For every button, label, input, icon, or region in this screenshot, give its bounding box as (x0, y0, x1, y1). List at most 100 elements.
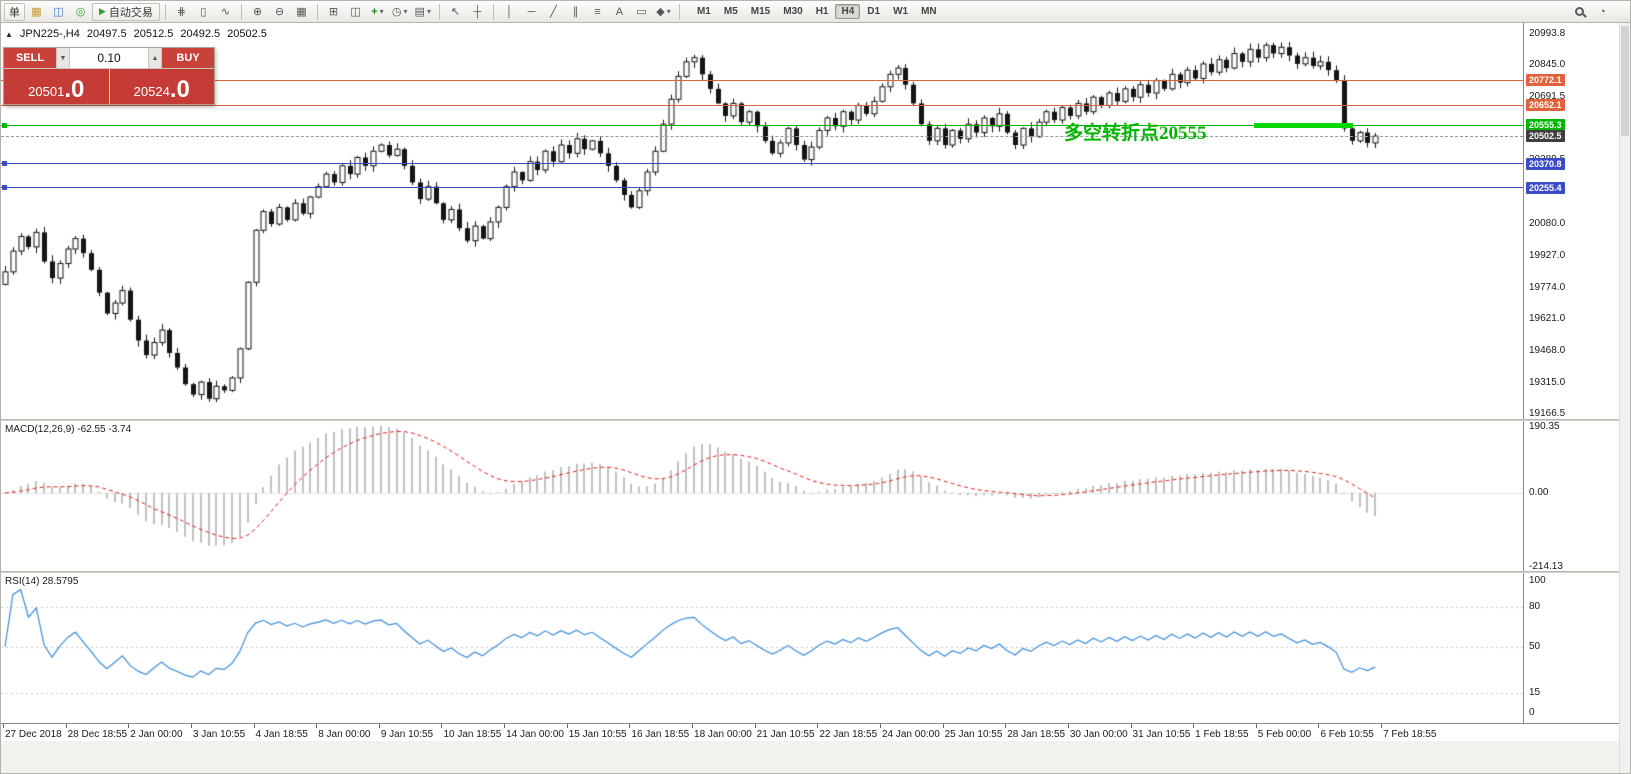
macd-canvas[interactable] (1, 421, 1523, 571)
buy-price-main: 20524 (133, 84, 170, 99)
time-axis-label: 3 Jan 10:55 (192, 729, 246, 740)
time-tick (3, 724, 4, 728)
tile-windows-icon[interactable]: ⊞ (328, 6, 339, 18)
zoom-out-icon[interactable]: ⊖ (274, 6, 285, 18)
periods-button[interactable]: ◷ ▾ (389, 3, 411, 21)
buy-price[interactable]: 20524.0 (108, 69, 214, 104)
timeframe-D1[interactable]: D1 (867, 6, 881, 17)
trendline-tool-icon[interactable]: ╱ (550, 6, 557, 18)
new-order-button[interactable]: 单 (4, 2, 25, 21)
bar-chart-icon[interactable]: ⋕ (176, 6, 187, 18)
text-label-tool-icon[interactable]: ▭ (636, 6, 647, 18)
autotrading-button[interactable]: ▶ 自动交易 (92, 2, 160, 21)
buy-price-pips: .0 (169, 76, 190, 103)
price-axis-label: 20845.0 (1529, 58, 1566, 70)
time-axis-label: 27 Dec 2018 (5, 729, 62, 740)
line-handle[interactable] (2, 185, 7, 191)
rsi-canvas[interactable] (1, 573, 1523, 723)
line-handle[interactable] (2, 122, 7, 128)
time-tick (1067, 724, 1069, 728)
horizontal-line-20555.3[interactable] (1, 124, 1523, 126)
zoom-in-icon[interactable]: ⊕ (252, 6, 263, 18)
horizontal-line-20772.1[interactable] (1, 79, 1523, 81)
toolbar-separator (316, 3, 318, 20)
time-axis-label: 1 Feb 18:55 (1195, 729, 1249, 740)
toolbar-separator (164, 3, 166, 20)
price-tag-20370.8: 20370.8 (1526, 157, 1565, 170)
time-tick (1255, 724, 1257, 728)
timeframe-MN[interactable]: MN (921, 6, 937, 17)
crosshair-icon[interactable]: ┼ (473, 5, 482, 18)
fibonacci-tool-icon[interactable]: ≡ (594, 5, 601, 18)
trend-annotation[interactable]: 多空转折点20555 (1064, 123, 1207, 144)
main-chart-panel: 多空转折点20555 20993.820845.020691.520543.02… (1, 23, 1630, 419)
community-icon[interactable]: ◔ (1599, 5, 1606, 18)
time-axis-label: 31 Jan 10:55 (1132, 729, 1191, 740)
toolbar-separator (492, 3, 494, 20)
quotes-icon[interactable]: ▦ (31, 6, 42, 18)
trend-segment-line[interactable] (1254, 122, 1353, 128)
data-window-icon[interactable]: ◫ (53, 6, 64, 18)
timeframe-W1[interactable]: W1 (893, 6, 909, 17)
line-chart-icon[interactable]: ∿ (220, 6, 231, 18)
time-tick (504, 724, 506, 728)
time-axis-label: 2 Jan 00:00 (130, 729, 183, 740)
cursor-icon[interactable]: ↖ (450, 6, 461, 18)
horizontal-line-20255.4[interactable] (1, 187, 1523, 189)
time-axis-label: 18 Jan 00:00 (694, 729, 752, 740)
time-tick (65, 724, 67, 728)
chevron-down-icon: ▾ (666, 7, 671, 16)
buy-button[interactable]: BUY (162, 48, 214, 68)
time-axis-label: 28 Jan 18:55 (1007, 729, 1066, 740)
timeframe-H4[interactable]: H4 (835, 4, 861, 19)
indicators-button[interactable]: + ▾ (367, 3, 388, 21)
vertical-scrollbar[interactable] (1619, 23, 1630, 773)
search-icon[interactable] (1575, 7, 1584, 16)
time-axis-label: 4 Jan 18:55 (255, 729, 308, 740)
time-axis-label: 8 Jan 00:00 (318, 729, 371, 740)
navigator-icon[interactable]: ◎ (75, 6, 86, 18)
cascade-windows-icon[interactable]: ◫ (350, 6, 361, 18)
time-axis-label: 9 Jan 10:55 (380, 729, 434, 740)
time-tick (817, 724, 819, 728)
price-axis[interactable]: 20993.820845.020691.520543.020389.520236… (1523, 23, 1621, 419)
grid-icon[interactable]: ▦ (296, 6, 307, 18)
volume-up-button[interactable]: ▲ (148, 48, 162, 68)
horizontal-line-20652.1[interactable] (1, 104, 1523, 106)
text-tool-icon[interactable]: A (615, 5, 624, 18)
shapes-tool-button[interactable]: ◆ ▾ (653, 3, 674, 21)
time-tick (1005, 724, 1007, 728)
time-tick (441, 724, 443, 728)
line-handle[interactable] (2, 161, 7, 167)
timeframe-M15[interactable]: M15 (750, 6, 771, 17)
time-axis-label: 6 Feb 10:55 (1320, 729, 1374, 740)
volume-down-button[interactable]: ▼ (56, 48, 70, 68)
price-axis-label: 19927.0 (1529, 249, 1566, 261)
panel-splitter[interactable] (1, 419, 1630, 421)
horizontal-line-tool-icon[interactable]: ─ (527, 5, 536, 18)
horizontal-line-20370.8[interactable] (1, 163, 1523, 165)
templates-button[interactable]: ▤ ▾ (412, 3, 434, 21)
sell-button[interactable]: SELL (4, 48, 56, 68)
volume-input[interactable]: 0.10 (70, 48, 148, 68)
price-tag-20555.3: 20555.3 (1526, 119, 1565, 132)
channel-tool-icon[interactable]: ∥ (572, 6, 579, 18)
timeframe-H1[interactable]: H1 (815, 6, 829, 17)
candlestick-canvas[interactable] (1, 23, 1523, 419)
time-axis[interactable]: 27 Dec 2018 28 Dec 18:55 2 Jan 00:00 3 Jan … (1, 723, 1630, 741)
price-axis-label: 20080.0 (1529, 218, 1566, 230)
chevron-down-icon: ▾ (426, 7, 431, 16)
ohlc-close: 20502.5 (227, 28, 267, 40)
timeframe-M5[interactable]: M5 (723, 6, 738, 17)
time-axis-label: 16 Jan 18:55 (631, 729, 690, 740)
sell-price[interactable]: 20501.0 (4, 69, 109, 104)
time-axis-label: 25 Jan 10:55 (944, 729, 1003, 740)
timeframe-M1[interactable]: M1 (696, 6, 711, 17)
one-click-toggle-icon[interactable]: ▲ (5, 29, 13, 39)
macd-axis-label: 0.00 (1529, 486, 1549, 498)
timeframe-M30[interactable]: M30 (783, 6, 803, 17)
scrollbar-thumb[interactable] (1621, 26, 1629, 136)
vertical-line-tool-icon[interactable]: │ (506, 5, 513, 18)
panel-splitter[interactable] (1, 571, 1630, 573)
candlestick-chart-icon[interactable]: ▯ (200, 6, 207, 18)
